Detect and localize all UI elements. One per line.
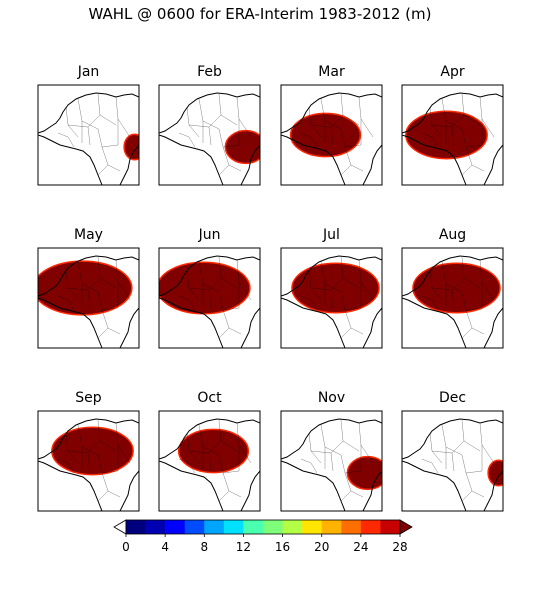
panel-title: Mar <box>318 64 345 80</box>
panel-title: Oct <box>197 390 222 406</box>
coastline <box>281 255 382 348</box>
colorbar-tick-label: 4 <box>161 540 169 554</box>
panel-feb: Feb <box>158 64 261 186</box>
colorbar-tick-label: 16 <box>275 540 290 554</box>
fill-region <box>405 110 488 160</box>
fill-region <box>412 262 501 314</box>
fill-region <box>487 459 503 487</box>
colorbar-tick-label: 28 <box>392 540 407 554</box>
colorbar-swatch <box>282 520 303 534</box>
fill-region <box>38 260 133 316</box>
colorbar-swatch <box>360 520 381 534</box>
panel-dec: Dec <box>401 390 504 512</box>
panel-jan: Jan <box>37 64 140 186</box>
colorbar-swatch <box>321 520 342 534</box>
colorbar-swatch <box>341 520 362 534</box>
panel-title: Jul <box>322 227 340 243</box>
coastline <box>159 418 260 511</box>
colorbar-over <box>399 519 413 535</box>
coastline <box>402 92 503 185</box>
colorbar-tick-label: 8 <box>200 540 208 554</box>
colorbar-under <box>113 519 127 535</box>
panel-title: Feb <box>197 64 222 80</box>
colorbar-swatch <box>243 520 264 534</box>
panel-title: May <box>74 227 103 243</box>
fill-region <box>159 261 251 315</box>
colorbar-tick-label: 0 <box>122 540 130 554</box>
coastline <box>402 255 503 348</box>
panel-oct: Oct <box>158 390 261 512</box>
fill-region <box>291 262 380 314</box>
colorbar: 0 4 8 12 16 20 24 28 <box>113 519 413 554</box>
colorbar-swatch <box>263 520 283 534</box>
panel-title: Jun <box>198 227 221 243</box>
colorbar-swatch <box>165 520 186 534</box>
panel-apr: Apr <box>401 64 504 186</box>
panel-aug: Aug <box>401 227 504 349</box>
panel-grid: Jan Feb Mar Apr May Jun Jul Aug Sep Oct Nov Dec <box>37 64 504 512</box>
panel-jul: Jul <box>280 227 383 349</box>
fill-region <box>346 455 382 491</box>
colorbar-swatch <box>126 520 146 534</box>
panel-title: Dec <box>439 390 466 406</box>
coastline <box>402 418 503 511</box>
fill-region <box>123 133 139 161</box>
panel-title: Sep <box>75 390 102 406</box>
coastline <box>38 255 139 348</box>
coastline <box>38 418 139 511</box>
fill-region <box>51 426 134 476</box>
fill-region <box>177 428 250 474</box>
colorbar-swatch <box>302 520 323 534</box>
colorbar-tick-label: 12 <box>236 540 251 554</box>
panel-title: Apr <box>440 64 464 80</box>
coastline <box>159 92 260 185</box>
coastline <box>281 418 382 511</box>
panel-jun: Jun <box>158 227 261 349</box>
coastline <box>281 92 382 185</box>
coastline <box>38 92 139 185</box>
panel-nov: Nov <box>280 390 383 512</box>
panel-may: May <box>37 227 140 349</box>
colorbar-swatch <box>204 520 225 534</box>
fill-region <box>224 129 260 165</box>
colorbar-swatch <box>380 520 401 534</box>
panel-sep: Sep <box>37 390 140 512</box>
colorbar-tick-label: 24 <box>353 540 368 554</box>
panel-title: Jan <box>77 64 100 80</box>
figure-title: WAHL @ 0600 for ERA-Interim 1983-2012 (m… <box>88 5 431 23</box>
coastline <box>159 255 260 348</box>
colorbar-tick-label: 20 <box>314 540 329 554</box>
colorbar-swatch <box>145 520 166 534</box>
panel-mar: Mar <box>280 64 383 186</box>
panel-title: Aug <box>439 227 466 243</box>
colorbar-swatch <box>223 520 244 534</box>
colorbar-swatch <box>184 520 205 534</box>
panel-title: Nov <box>318 390 345 406</box>
